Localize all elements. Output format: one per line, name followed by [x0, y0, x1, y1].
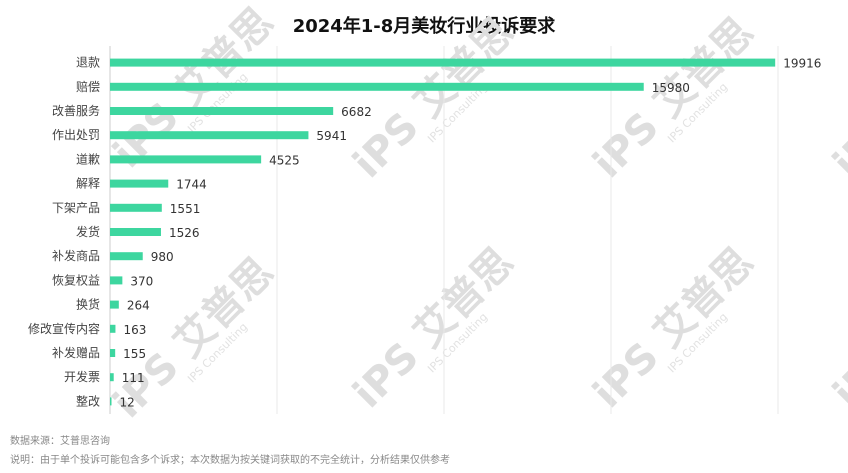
value-label: 370 — [130, 274, 153, 288]
value-label: 163 — [123, 323, 146, 337]
value-label: 4525 — [269, 153, 300, 167]
bar-改善服务 — [110, 107, 334, 115]
category-label: 整改 — [76, 393, 100, 408]
watermark-brand: iPS 艾普思 — [825, 239, 848, 417]
bar-恢复权益 — [110, 276, 123, 285]
bar-解释 — [110, 179, 169, 188]
category-label: 补发商品 — [52, 248, 100, 263]
value-label: 6682 — [341, 105, 372, 119]
bar-退款 — [110, 58, 776, 67]
category-label: 改善服务 — [52, 103, 100, 118]
watermark-brand: iPS 艾普思 — [345, 239, 523, 417]
category-label: 开发票 — [64, 369, 100, 384]
bar-补发赠品 — [110, 349, 116, 357]
value-label: 1526 — [169, 226, 200, 240]
watermark-brand: iPS 艾普思 — [825, 9, 848, 187]
bar-修改宣传内容 — [110, 324, 116, 333]
value-label: 19916 — [783, 57, 821, 71]
category-label: 发货 — [76, 224, 100, 239]
bar-赔偿 — [110, 82, 644, 91]
watermark-brand: iPS 艾普思 — [345, 9, 523, 187]
value-label: 1744 — [176, 178, 207, 192]
value-label: 12 — [120, 395, 135, 409]
value-label: 155 — [123, 347, 146, 361]
footer-source: 数据来源：艾普思咨询 — [10, 436, 110, 447]
bar-道歉 — [110, 155, 262, 164]
category-label: 恢复权益 — [52, 273, 100, 287]
category-label: 退款 — [76, 56, 100, 70]
value-label: 980 — [151, 250, 174, 264]
bar-下架产品 — [110, 203, 162, 212]
bar-作出处罚 — [110, 131, 309, 140]
category-label: 补发赠品 — [52, 345, 100, 360]
bar-补发商品 — [110, 252, 143, 261]
bar-开发票 — [110, 373, 114, 382]
value-label: 264 — [127, 299, 150, 313]
category-label: 作出处罚 — [52, 128, 100, 142]
value-label: 111 — [122, 371, 145, 385]
category-label: 下架产品 — [52, 201, 100, 215]
value-label: 1551 — [170, 202, 201, 216]
footer-note: 说明：由于单个投诉可能包含多个诉求；本次数据为按关键词获取的不完全统计，分析结果… — [10, 455, 450, 466]
category-label: 赔偿 — [76, 79, 100, 94]
bar-发货 — [110, 228, 161, 236]
category-label: 道歉 — [76, 152, 100, 166]
bar-整改 — [110, 397, 112, 406]
value-labels: 19916 15980 6682 5941 4525 1744 1551 1526 980 370… — [120, 57, 822, 410]
chart-title: 2024年1-8月美妆行业投诉要求 — [292, 16, 556, 37]
category-label: 解释 — [76, 177, 100, 191]
category-label: 换货 — [76, 297, 100, 312]
value-label: 5941 — [316, 129, 347, 143]
bar-换货 — [110, 300, 119, 309]
category-label: 修改宣传内容 — [28, 321, 100, 336]
value-label: 15980 — [652, 81, 690, 95]
category-labels: 退款赔偿改善服务作出处罚道歉解释下架产品发货补发商品恢复权益换货修改宣传内容补发… — [28, 56, 100, 409]
bars — [110, 58, 776, 406]
